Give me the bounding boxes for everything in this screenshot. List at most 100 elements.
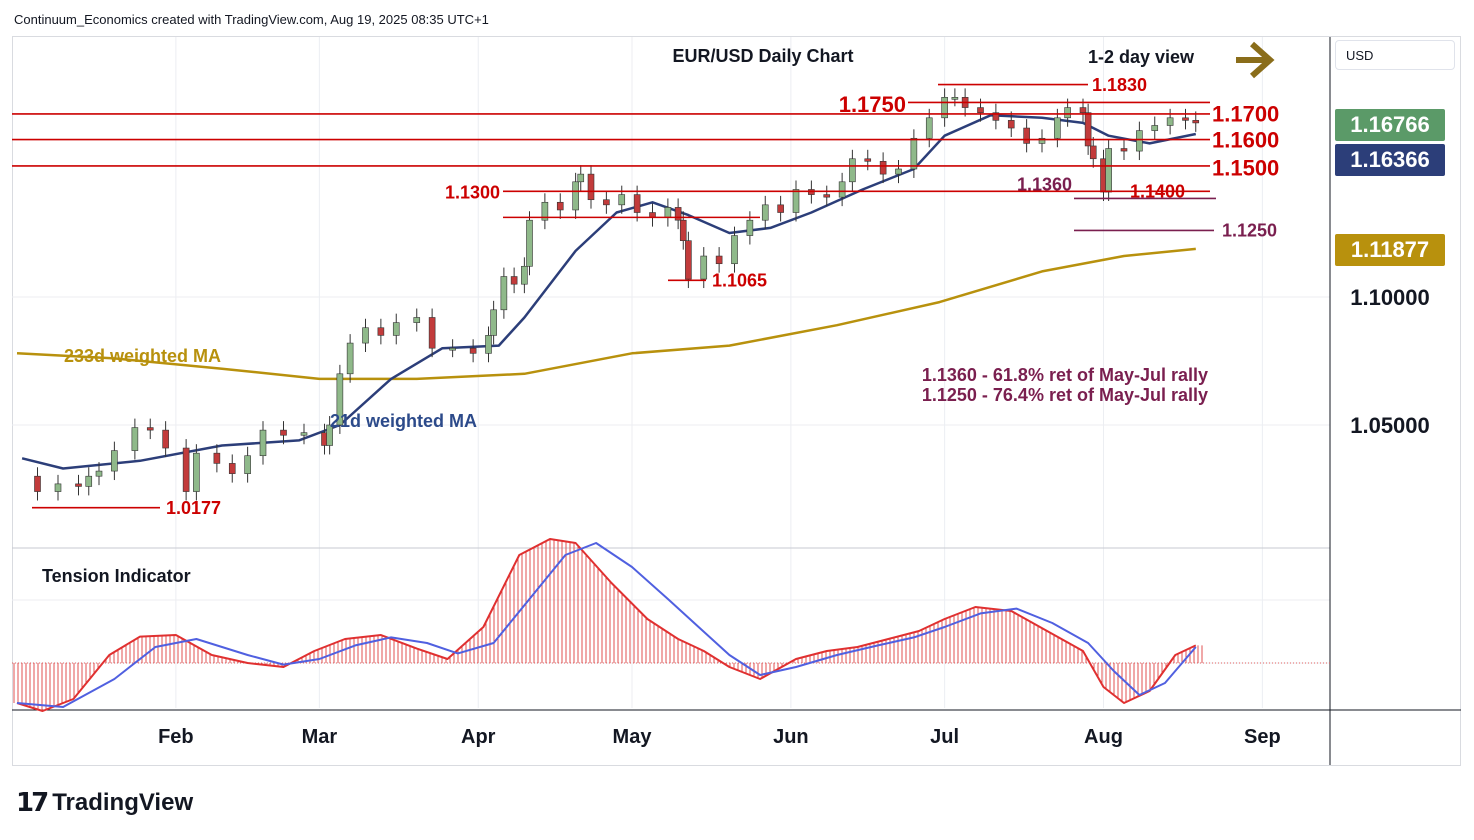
- candle-body: [700, 255, 708, 280]
- candle-body: [111, 450, 118, 472]
- level-1-0177: 1.0177: [32, 498, 221, 518]
- candle-body: [823, 194, 831, 198]
- candle: [428, 308, 436, 358]
- candle-body: [1151, 125, 1159, 131]
- candle-body: [1084, 112, 1092, 147]
- price-tag-233d-ma: 1.11877: [1335, 234, 1445, 266]
- candle-body: [131, 427, 139, 451]
- candle: [300, 423, 308, 445]
- candle: [95, 462, 103, 486]
- candle: [280, 421, 287, 445]
- level-label: 1.1750: [839, 92, 906, 117]
- candle-body: [1023, 127, 1030, 144]
- candle-body: [849, 158, 856, 183]
- candle-body: [1079, 107, 1087, 113]
- candle: [587, 165, 595, 209]
- candle-body: [228, 463, 236, 474]
- candle: [392, 313, 400, 345]
- candle: [213, 444, 221, 473]
- candle: [1166, 108, 1174, 135]
- candle: [111, 441, 118, 481]
- candle-body: [280, 429, 287, 436]
- candle-body: [244, 455, 251, 474]
- annotation-61-8: 1.1360 - 61.8% ret of May-Jul rally: [922, 365, 1208, 385]
- level-1-1400: 1.1400: [503, 182, 1210, 202]
- candle-body: [587, 173, 595, 201]
- candle: [649, 203, 656, 227]
- candle: [674, 198, 682, 230]
- tension-signal-line: [16, 542, 1197, 708]
- candle: [1182, 108, 1189, 130]
- candle-body: [941, 97, 948, 119]
- candle-body: [182, 447, 190, 492]
- level-label: 1.1400: [1130, 182, 1185, 202]
- candle-body: [838, 181, 846, 198]
- candle-body: [259, 429, 267, 457]
- candle-body: [572, 181, 579, 211]
- level-label: 1.1065: [712, 271, 767, 291]
- level-1-1600: 1.1600: [12, 127, 1279, 152]
- candle-body: [556, 201, 564, 211]
- candle: [362, 318, 369, 353]
- candle: [572, 172, 579, 219]
- candle: [1151, 116, 1159, 140]
- ma21-line: [21, 113, 1197, 470]
- candle: [1120, 139, 1128, 161]
- level-label: 1.1360: [1017, 175, 1072, 195]
- candle-body: [510, 276, 518, 285]
- candle-body: [1038, 137, 1046, 144]
- candle: [485, 326, 492, 363]
- candle: [526, 211, 533, 276]
- chart-title: EUR/USD Daily Chart: [672, 46, 853, 66]
- candle: [75, 474, 82, 496]
- candle: [664, 198, 672, 227]
- candle: [85, 467, 93, 496]
- candle-body: [925, 117, 933, 139]
- candle: [500, 267, 508, 319]
- candle: [1136, 121, 1143, 161]
- level-label: 1.1500: [1212, 156, 1279, 181]
- tension-indicator: [13, 538, 1203, 712]
- legend-233d-ma: 233d weighted MA: [64, 346, 221, 366]
- candle-body: [490, 309, 497, 336]
- candle: [1064, 98, 1071, 127]
- candle: [1054, 108, 1061, 148]
- candle-body: [1166, 117, 1174, 126]
- candle: [1038, 129, 1046, 153]
- candle: [162, 421, 169, 457]
- candle-body: [731, 235, 738, 265]
- candle-body: [162, 429, 169, 449]
- tradingview-logo[interactable]: 17 TradingView: [16, 788, 193, 818]
- candle: [879, 152, 887, 184]
- candle: [603, 190, 610, 214]
- tradingview-logo-text: TradingView: [52, 789, 194, 816]
- candle: [864, 149, 872, 171]
- legend-21d-ma: 21d weighted MA: [330, 411, 477, 431]
- candle: [556, 193, 564, 219]
- candle: [685, 231, 692, 289]
- candle: [244, 446, 251, 483]
- candle-body: [526, 219, 533, 267]
- y-axis: 1.10000 1.05000: [1350, 285, 1430, 438]
- candle: [838, 172, 846, 207]
- candle-body: [213, 452, 221, 464]
- candle-body: [469, 347, 477, 354]
- candle-body: [541, 201, 549, 221]
- candle-body: [500, 276, 508, 311]
- ma233-path: [16, 247, 1196, 381]
- candle-body: [1054, 117, 1061, 139]
- candle: [951, 88, 959, 107]
- candle-body: [300, 432, 308, 436]
- candle: [941, 88, 948, 127]
- candle: [777, 195, 784, 222]
- currency-selector[interactable]: USD: [1335, 40, 1455, 70]
- candle-body: [377, 327, 385, 336]
- candle: [992, 103, 1000, 130]
- y-tick-label: 1.10000: [1350, 285, 1430, 310]
- candle-body: [761, 204, 769, 221]
- candle-body: [685, 240, 692, 280]
- candle-body: [1182, 117, 1189, 121]
- x-axis: Feb Mar Apr May Jun Jul Aug Sep: [158, 726, 1281, 748]
